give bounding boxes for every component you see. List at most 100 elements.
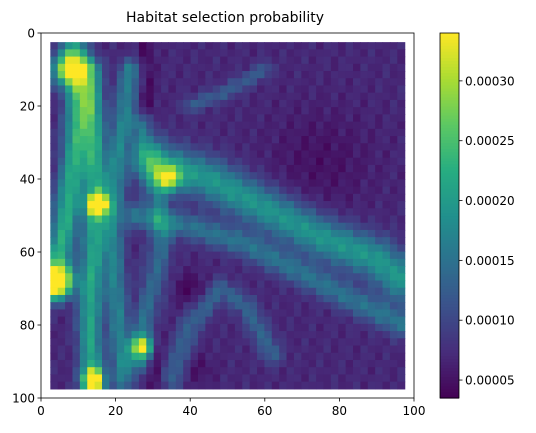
heatmap-cell: [234, 374, 243, 383]
heatmap-cell: [316, 114, 325, 123]
heatmap-cell: [205, 381, 214, 390]
heatmap-cell: [153, 172, 162, 180]
heatmap-cell: [212, 114, 221, 123]
heatmap-cell: [308, 150, 317, 159]
heatmap-cell: [397, 331, 406, 339]
heatmap-cell: [316, 42, 325, 50]
colorbar-swatch: [440, 337, 459, 341]
heatmap-cell: [124, 114, 133, 123]
heatmap-cell: [220, 136, 229, 144]
heatmap-cell: [249, 71, 258, 79]
heatmap-cell: [175, 222, 184, 231]
heatmap-cell: [367, 229, 376, 238]
heatmap-cell: [308, 128, 317, 137]
heatmap-cell: [360, 381, 369, 390]
heatmap-cell: [234, 331, 243, 339]
heatmap-cell: [153, 287, 162, 296]
heatmap-cell: [50, 367, 59, 376]
heatmap-cell: [227, 42, 236, 50]
heatmap-cell: [323, 164, 332, 173]
heatmap-cell: [227, 251, 236, 260]
colorbar-swatch: [440, 66, 459, 71]
heatmap-cell: [220, 128, 229, 137]
heatmap-cell: [234, 266, 243, 274]
heatmap-cell: [242, 367, 251, 376]
heatmap-cell: [227, 85, 236, 94]
heatmap-cell: [153, 186, 162, 195]
heatmap-cell: [345, 345, 354, 354]
heatmap-cell: [50, 136, 59, 144]
heatmap-cell: [316, 85, 325, 94]
heatmap-cell: [382, 63, 391, 72]
heatmap-cell: [146, 201, 155, 209]
heatmap-cell: [175, 266, 184, 274]
heatmap-cell: [72, 114, 81, 123]
heatmap-cell: [264, 323, 273, 332]
heatmap-cell: [205, 201, 214, 209]
heatmap-cell: [345, 381, 354, 390]
heatmap-cell: [205, 266, 214, 274]
heatmap-cell: [138, 359, 147, 368]
heatmap-cell: [338, 287, 347, 296]
heatmap-cell: [242, 359, 251, 368]
heatmap-cell: [131, 186, 140, 195]
heatmap-cell: [382, 374, 391, 383]
heatmap-cell: [397, 258, 406, 267]
heatmap-cell: [161, 309, 170, 318]
heatmap-cell: [227, 273, 236, 282]
x-tick-label: 60: [257, 404, 272, 418]
heatmap-cell: [168, 157, 177, 166]
heatmap-cell: [205, 273, 214, 282]
heatmap-cell: [124, 164, 133, 173]
heatmap-cell: [65, 374, 74, 383]
heatmap-cell: [397, 273, 406, 282]
heatmap-cell: [367, 114, 376, 123]
heatmap-cell: [116, 63, 125, 72]
colorbar-swatch: [440, 233, 459, 238]
heatmap-cell: [183, 71, 192, 79]
heatmap-cell: [116, 157, 125, 166]
heatmap-cell: [293, 56, 302, 65]
heatmap-cell: [212, 164, 221, 173]
heatmap-cell: [323, 345, 332, 354]
heatmap-cell: [353, 244, 361, 253]
heatmap-cell: [146, 179, 155, 188]
heatmap-cell: [397, 179, 406, 188]
heatmap-cell: [375, 237, 384, 245]
heatmap-cell: [308, 78, 317, 87]
heatmap-cell: [308, 294, 317, 303]
heatmap-cell: [293, 273, 302, 282]
heatmap-cell: [146, 302, 155, 311]
heatmap-cell: [338, 338, 347, 347]
heatmap-cell: [242, 294, 251, 303]
heatmap-cell: [293, 345, 302, 354]
heatmap-cell: [109, 302, 118, 311]
heatmap-cell: [168, 71, 177, 79]
heatmap-cell: [161, 157, 170, 166]
heatmap-cell: [124, 302, 133, 311]
heatmap-cell: [242, 201, 251, 209]
heatmap-cell: [94, 359, 103, 368]
heatmap-cell: [227, 258, 236, 267]
heatmap-cell: [109, 237, 118, 245]
heatmap-cell: [50, 186, 59, 195]
heatmap-cell: [345, 359, 354, 368]
heatmap-cell: [301, 302, 310, 311]
heatmap-cell: [205, 150, 214, 159]
heatmap-cell: [234, 143, 243, 152]
heatmap-cell: [227, 193, 236, 202]
heatmap-cell: [116, 99, 125, 108]
heatmap-cell: [360, 222, 369, 231]
heatmap-cell: [286, 179, 295, 188]
heatmap-cell: [212, 374, 221, 383]
heatmap-cell: [220, 42, 229, 50]
heatmap-cell: [146, 338, 155, 347]
heatmap-cell: [168, 367, 177, 376]
heatmap-cell: [50, 179, 59, 188]
heatmap-cell: [220, 215, 229, 224]
heatmap-cell: [257, 85, 266, 94]
heatmap-cell: [360, 150, 369, 159]
heatmap-cell: [353, 331, 361, 339]
heatmap-cell: [131, 367, 140, 376]
heatmap-cell: [279, 215, 288, 224]
